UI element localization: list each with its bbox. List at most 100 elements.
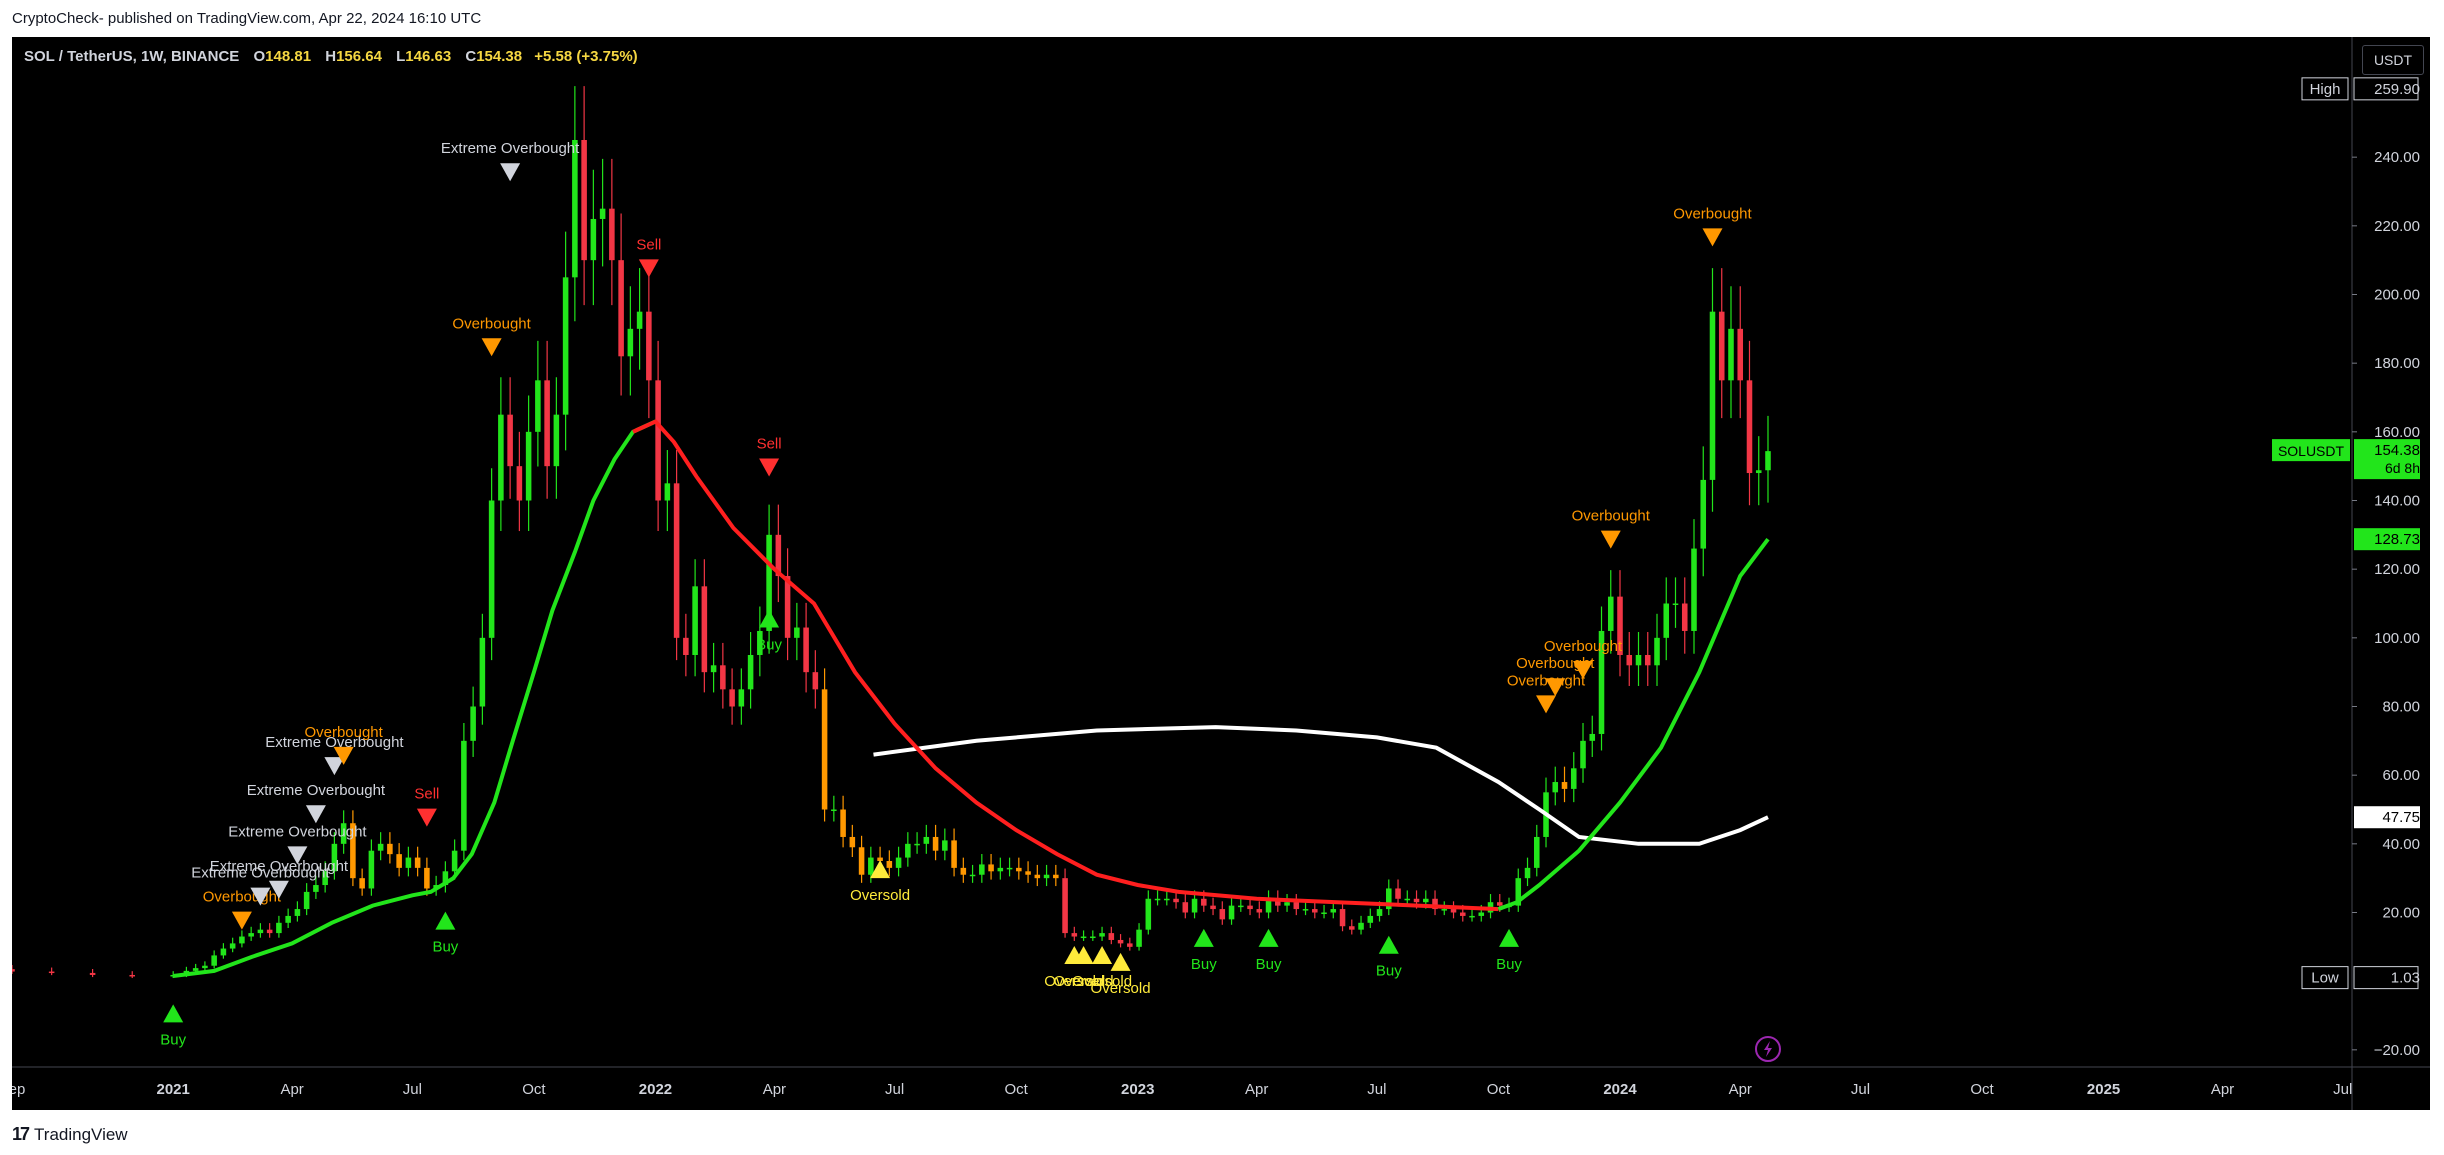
- candle-body: [1469, 915, 1475, 918]
- extreme-down-arrow-icon: [268, 880, 289, 899]
- candle-body: [951, 840, 957, 868]
- candle-body: [618, 260, 624, 357]
- candle-body: [1580, 740, 1586, 769]
- candle-body: [1302, 909, 1309, 911]
- ema-line-down: [632, 419, 1499, 912]
- signal-label: Sell: [757, 435, 782, 452]
- currency-button[interactable]: USDT: [2362, 45, 2424, 75]
- candle-body: [868, 857, 874, 875]
- price-label-value: 259.90: [2374, 81, 2420, 98]
- candle-body: [1700, 479, 1707, 549]
- price-label-value: 1.03: [2391, 970, 2420, 987]
- x-tick-label: 2021: [157, 1081, 190, 1098]
- signal-label: Oversold: [1044, 973, 1104, 990]
- y-tick-label: 200.00: [2374, 287, 2420, 304]
- candle-body: [488, 500, 495, 638]
- candle-body: [350, 823, 356, 879]
- low-value: 146.63: [405, 48, 452, 65]
- candle-body: [1275, 898, 1281, 906]
- ema-price-value: 128.73: [2374, 531, 2420, 548]
- signal-oversold: Oversold: [850, 860, 910, 904]
- signal-label: Buy: [756, 637, 782, 654]
- sma-price-box: [2354, 806, 2420, 829]
- signal-label: Overbought: [1516, 655, 1595, 672]
- y-tick-label: 180.00: [2374, 355, 2420, 372]
- chart-panel[interactable]: 240.00 220.00 200.00 180.00 160.00 140.00 120.…: [12, 37, 2430, 1110]
- candle-body: [535, 380, 541, 432]
- candlestick-chart[interactable]: 240.00 220.00 200.00 180.00 160.00 140.00 120.…: [12, 37, 2430, 1110]
- signal-label: Oversold: [850, 887, 910, 904]
- candle-body: [553, 414, 560, 467]
- candle-body: [498, 414, 504, 501]
- signal-oversold: Oversold: [1072, 946, 1132, 990]
- candle-body: [129, 974, 136, 977]
- overbought-down-arrow-icon: [1536, 695, 1557, 714]
- candle-body: [636, 311, 643, 329]
- price-label-value-box: [2353, 77, 2419, 101]
- signal-oversold: Oversold: [1054, 946, 1114, 990]
- candle-body: [710, 665, 717, 673]
- candle-body: [803, 627, 809, 673]
- overbought-down-arrow-icon: [481, 338, 502, 357]
- y-tick-label: 140.00: [2374, 493, 2420, 510]
- extreme-down-arrow-icon: [324, 757, 345, 776]
- x-tick-label: Oct: [1005, 1081, 1029, 1098]
- candle-body: [1533, 836, 1540, 868]
- signal-extreme: Extreme Overbought: [265, 734, 404, 776]
- signal-extreme: Extreme Overbought: [191, 865, 330, 906]
- candle-body: [729, 689, 735, 707]
- candle-body: [1293, 902, 1300, 910]
- open-label: O: [253, 48, 266, 65]
- signal-buy: Buy: [756, 609, 783, 654]
- signal-label: Sell: [636, 236, 661, 253]
- candle-body: [48, 971, 55, 974]
- high-value: 156.64: [336, 48, 382, 65]
- x-tick-label: Apr: [280, 1081, 303, 1098]
- candle-body: [1071, 933, 1078, 937]
- candle-body: [1228, 905, 1235, 920]
- candle-body: [1154, 898, 1161, 901]
- ema-price-box: [2354, 528, 2420, 551]
- y-tick-label: 60.00: [2382, 767, 2420, 784]
- current-price-value: 154.38: [2374, 442, 2420, 459]
- signal-buy: Buy: [1191, 928, 1217, 973]
- candle-body: [229, 943, 236, 949]
- signal-overbought: Overbought: [304, 724, 384, 765]
- buy-up-arrow-icon: [759, 609, 780, 628]
- signal-label: Extreme Overbought: [210, 858, 349, 875]
- overbought-down-arrow-icon: [1573, 661, 1594, 680]
- candle-body: [747, 655, 754, 690]
- candle-body: [516, 466, 523, 501]
- current-price-box: [2354, 439, 2420, 480]
- candle-body: [276, 922, 282, 934]
- signal-buy: Buy: [432, 911, 459, 956]
- x-tick-label: Oct: [1487, 1081, 1511, 1098]
- candle-body: [322, 871, 328, 886]
- symbol-name[interactable]: SOL / TetherUS, 1W, BINANCE: [24, 48, 240, 65]
- candle-body: [359, 878, 365, 889]
- candle-body: [1330, 909, 1337, 913]
- signal-label: Extreme Overbought: [191, 865, 330, 882]
- candle-body: [1358, 922, 1364, 930]
- brand-name[interactable]: TradingView: [34, 1124, 128, 1144]
- candle-body: [664, 483, 671, 501]
- price-label-name: Low: [2311, 970, 2339, 987]
- signal-label: Buy: [160, 1031, 186, 1048]
- signal-label: Extreme Overbought: [228, 823, 367, 840]
- candle-body: [979, 864, 985, 875]
- tradingview-logo-icon[interactable]: 17: [12, 1124, 30, 1144]
- signal-label: Oversold: [1054, 973, 1114, 990]
- candle-body: [1016, 867, 1022, 872]
- candle-body: [1117, 939, 1124, 944]
- candle-body: [1376, 909, 1383, 916]
- x-tick-label: Apr: [763, 1081, 786, 1098]
- candle-body: [821, 689, 828, 810]
- candle-body: [840, 809, 846, 837]
- x-tick-label: 2025: [2087, 1081, 2120, 1098]
- sell-down-arrow-icon: [759, 458, 780, 477]
- candle-body: [1164, 898, 1170, 901]
- overbought-down-arrow-icon: [1702, 228, 1723, 247]
- candle-body: [1006, 867, 1013, 870]
- candle-body: [923, 836, 930, 844]
- candle-body: [997, 867, 1004, 872]
